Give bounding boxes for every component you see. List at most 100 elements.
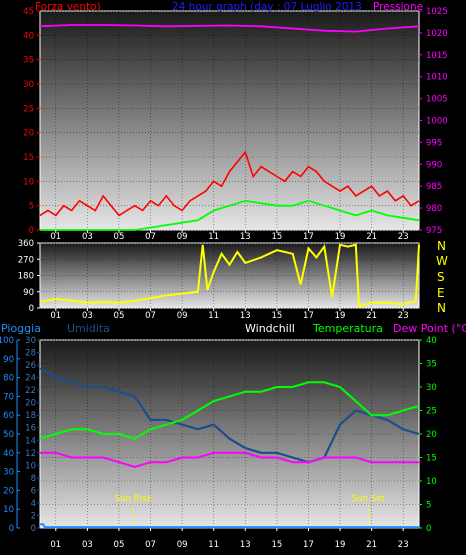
hour-tick-label: 15: [271, 311, 282, 321]
hour-tick-label: 13: [240, 540, 251, 550]
compass-label: N: [437, 239, 446, 253]
wind-panel: Forza vento) 24 hour graph (day : 07 Lug…: [23, 1, 447, 242]
rain-tick-label: 0: [9, 524, 14, 534]
hour-tick-label: 03: [82, 540, 93, 550]
rain-tick-label: 30: [3, 468, 14, 478]
pressure-tick-label: 985: [426, 182, 442, 192]
humidity-line: [39, 367, 420, 464]
temperature-label: Temperatura: [312, 322, 383, 335]
direction-tick-label: 270: [18, 255, 34, 265]
humidity-tick-label: 10: [25, 461, 36, 471]
sunrise-label: Sun Rise: [115, 494, 152, 504]
rain-tick-label: 100: [0, 336, 14, 346]
pressure-tick-label: 980: [426, 204, 442, 214]
pressure-tick-label: 990: [426, 160, 442, 170]
wind-hour-axis: 01 03 05 07 09 11 13 15 17 19 21 23: [50, 230, 409, 242]
sunset-label: Sun Set: [352, 494, 385, 504]
wind-speed-axis: 0 5 10 15 20 25 30 35 40 45: [23, 7, 40, 236]
hour-tick-label: 19: [335, 311, 346, 321]
direction-tick-label: 360: [18, 239, 34, 249]
dewpoint-line: [40, 451, 419, 468]
compass-label: E: [437, 286, 445, 300]
hour-tick-label: 07: [145, 232, 156, 242]
hour-tick-label: 17: [303, 232, 314, 242]
humidity-label: Umidita: [67, 322, 110, 335]
direction-panel: 0 90 180 270 360 01 03 05 07 09 11 13 15 17 19 21 23 N W…: [18, 239, 448, 321]
hour-tick-label: 21: [366, 540, 377, 550]
hour-tick-label: 01: [50, 232, 61, 242]
temperature-tick-label: 30: [426, 383, 437, 393]
wind-speed-tick-label: 25: [23, 104, 34, 114]
hour-tick-label: 05: [114, 540, 125, 550]
rain-tick-label: 70: [3, 392, 14, 402]
lower-panel: Pioggia Umidita Windchill Temperatura De…: [0, 322, 466, 550]
wind-average-line: [40, 199, 420, 231]
temperature-tick-label: 15: [426, 454, 437, 464]
wind-grid: [40, 10, 419, 231]
humidity-tick-label: 4: [31, 499, 36, 509]
hour-tick-label: 23: [398, 232, 409, 242]
pressure-tick-label: 975: [426, 226, 442, 236]
humidity-tick-label: 0: [31, 524, 36, 534]
wind-title-center: 24 hour graph (day : 07 Luglio 2013: [172, 1, 362, 13]
hour-tick-label: 23: [398, 540, 409, 550]
wind-speed-tick-label: 45: [23, 7, 34, 17]
wind-plot-area: [39, 10, 420, 231]
rain-tick-label: 80: [3, 374, 14, 384]
rain-tick-label: 50: [3, 430, 14, 440]
humidity-tick-label: 24: [25, 374, 36, 384]
temperature-line: [39, 381, 420, 440]
humidity-tick-label: 16: [25, 424, 36, 434]
wind-speed-tick-label: 40: [23, 31, 34, 41]
humidity-tick-label: 26: [25, 361, 36, 371]
humidity-tick-label: 8: [31, 474, 36, 484]
temperature-tick-label: 0: [426, 524, 431, 534]
wind-direction-line: [39, 243, 420, 308]
temperature-tick-label: 5: [426, 501, 431, 511]
hour-tick-label: 13: [240, 232, 251, 242]
pressure-tick-label: 1010: [426, 73, 448, 83]
direction-axis: 0 90 180 270 360 01 03 05 07 09 11 13 15 17 19 21 23: [18, 239, 409, 321]
temperature-tick-label: 10: [426, 477, 437, 487]
hour-tick-label: 07: [145, 540, 156, 550]
humidity-tick-label: 14: [25, 436, 36, 446]
temperature-tick-label: 40: [426, 336, 437, 346]
hour-tick-label: 15: [271, 540, 282, 550]
rain-tick-label: 20: [3, 486, 14, 496]
rain-line: [40, 523, 419, 529]
hour-tick-label: 11: [208, 540, 219, 550]
rain-tick-label: 10: [3, 505, 14, 515]
direction-grid: [40, 242, 419, 309]
wind-speed-tick-label: 10: [23, 177, 34, 187]
hour-tick-label: 11: [208, 311, 219, 321]
humidity-tick-label: 20: [25, 399, 36, 409]
hour-tick-label: 03: [82, 311, 93, 321]
rain-tick-label: 40: [3, 449, 14, 459]
compass-label: N: [437, 301, 446, 315]
pressure-tick-label: 1000: [426, 117, 448, 127]
rain-tick-label: 90: [3, 355, 14, 365]
pressure-tick-label: 995: [426, 138, 442, 148]
compass-labels: N W S E N: [436, 239, 448, 315]
pressure-tick-label: 1025: [426, 7, 448, 17]
temperature-tick-label: 35: [426, 360, 437, 370]
lower-series-layer: [39, 367, 420, 529]
pressure-tick-label: 1020: [426, 29, 448, 39]
hour-tick-label: 13: [240, 311, 251, 321]
hour-tick-label: 09: [177, 311, 188, 321]
hour-tick-label: 19: [335, 232, 346, 242]
humidity-tick-label: 2: [31, 511, 36, 521]
direction-tick-label: 0: [29, 304, 34, 314]
wind-speed-tick-label: 5: [29, 202, 34, 212]
lower-hour-axis: 01 03 05 07 09 11 13 15 17 19 21 23: [50, 528, 409, 550]
wind-speed-line: [39, 150, 420, 217]
hour-tick-label: 17: [303, 311, 314, 321]
windchill-label: Windchill: [245, 322, 295, 335]
wind-speed-tick-label: 35: [23, 56, 34, 66]
wind-speed-tick-label: 0: [29, 226, 34, 236]
pressure-title: Pressione: [373, 1, 423, 13]
sun-annotations: Sun Rise Sun Set: [115, 494, 386, 523]
wind-speed-tick-label: 15: [23, 153, 34, 163]
temperature-tick-label: 25: [426, 407, 437, 417]
